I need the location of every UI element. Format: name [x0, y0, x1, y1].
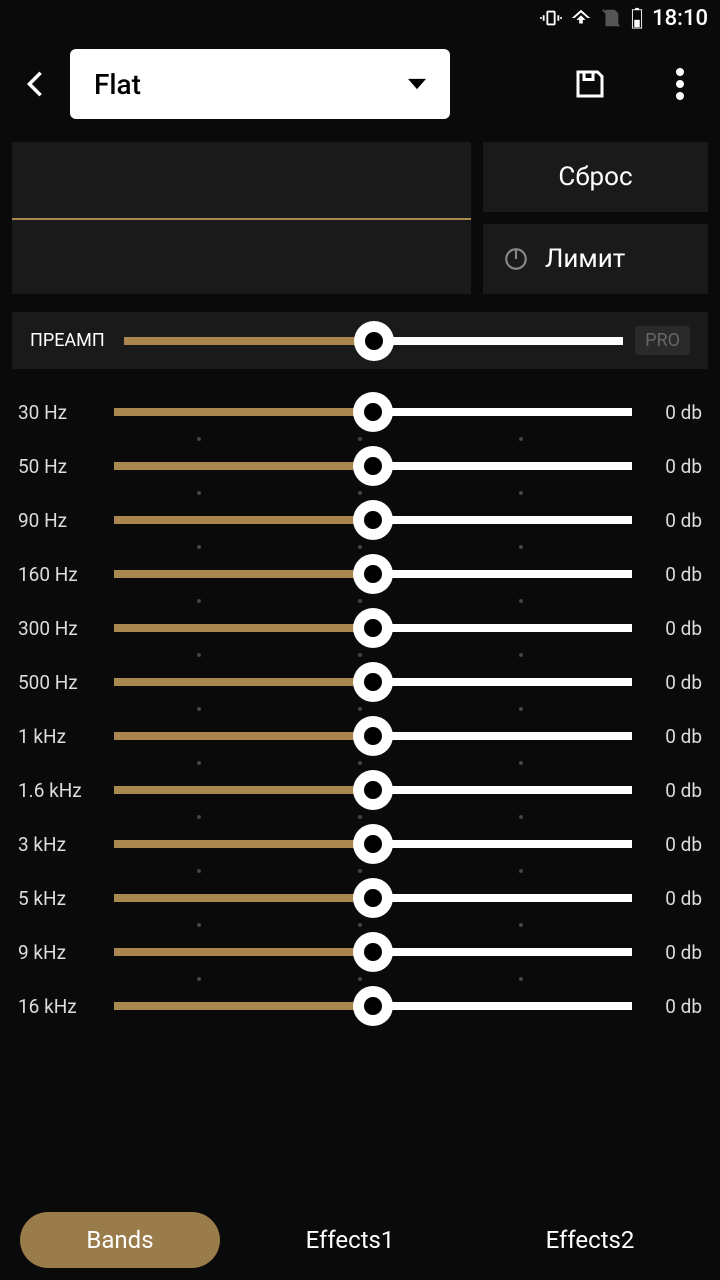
band-freq-label: 3 kHz	[18, 833, 100, 856]
band-value-label: 0 db	[646, 725, 702, 748]
band-row: 16 kHz 0 db	[18, 973, 702, 1039]
band-freq-label: 9 kHz	[18, 941, 100, 964]
band-value-label: 0 db	[646, 995, 702, 1018]
eq-graph	[12, 142, 471, 294]
band-value-label: 0 db	[646, 833, 702, 856]
status-bar: 18:10	[0, 0, 720, 36]
band-value-label: 0 db	[646, 401, 702, 424]
tab-effects2[interactable]: Effects2	[480, 1212, 700, 1268]
band-slider[interactable]	[114, 624, 632, 632]
preset-selector[interactable]: Flat	[70, 49, 450, 119]
band-freq-label: 16 kHz	[18, 995, 100, 1018]
band-freq-label: 1 kHz	[18, 725, 100, 748]
preamp-row: ПРЕАМП PRO	[12, 312, 708, 369]
power-icon	[503, 246, 529, 272]
band-slider[interactable]	[114, 1002, 632, 1010]
preamp-label: ПРЕАМП	[30, 330, 112, 351]
preset-label: Flat	[94, 68, 141, 101]
back-button[interactable]	[20, 69, 50, 99]
band-freq-label: 90 Hz	[18, 509, 100, 532]
no-sim-icon	[600, 7, 622, 29]
band-slider[interactable]	[114, 462, 632, 470]
band-slider[interactable]	[114, 678, 632, 686]
band-freq-label: 500 Hz	[18, 671, 100, 694]
band-value-label: 0 db	[646, 455, 702, 478]
preamp-slider[interactable]	[124, 337, 623, 345]
band-slider[interactable]	[114, 786, 632, 794]
header: Flat	[0, 36, 720, 132]
reset-button[interactable]: Сброс	[483, 142, 708, 212]
status-time: 18:10	[652, 6, 708, 31]
more-vert-icon	[676, 68, 684, 100]
save-button[interactable]	[570, 64, 610, 104]
band-value-label: 0 db	[646, 563, 702, 586]
chevron-down-icon	[408, 78, 426, 90]
tab-bands[interactable]: Bands	[20, 1212, 220, 1268]
band-value-label: 0 db	[646, 671, 702, 694]
bands-list: 30 Hz 0 db 50 Hz 0 db 90 Hz 0 db 160 Hz	[0, 379, 720, 1039]
wifi-icon	[570, 7, 592, 29]
vibrate-icon	[540, 7, 562, 29]
band-slider[interactable]	[114, 894, 632, 902]
band-value-label: 0 db	[646, 941, 702, 964]
menu-button[interactable]	[660, 64, 700, 104]
band-slider[interactable]	[114, 732, 632, 740]
band-freq-label: 300 Hz	[18, 617, 100, 640]
band-slider[interactable]	[114, 840, 632, 848]
save-icon	[572, 66, 608, 102]
band-slider[interactable]	[114, 516, 632, 524]
bottom-tabs: Bands Effects1 Effects2	[0, 1212, 720, 1268]
eq-curve	[12, 218, 471, 220]
band-freq-label: 1.6 kHz	[18, 779, 100, 802]
band-value-label: 0 db	[646, 509, 702, 532]
band-freq-label: 50 Hz	[18, 455, 100, 478]
band-value-label: 0 db	[646, 779, 702, 802]
battery-icon	[630, 7, 644, 29]
band-value-label: 0 db	[646, 617, 702, 640]
band-slider[interactable]	[114, 570, 632, 578]
limit-button[interactable]: Лимит	[483, 224, 708, 294]
band-slider[interactable]	[114, 948, 632, 956]
band-slider[interactable]	[114, 408, 632, 416]
band-freq-label: 30 Hz	[18, 401, 100, 424]
band-freq-label: 5 kHz	[18, 887, 100, 910]
tab-effects1[interactable]: Effects1	[240, 1212, 460, 1268]
pro-badge: PRO	[635, 326, 690, 355]
band-freq-label: 160 Hz	[18, 563, 100, 586]
band-value-label: 0 db	[646, 887, 702, 910]
